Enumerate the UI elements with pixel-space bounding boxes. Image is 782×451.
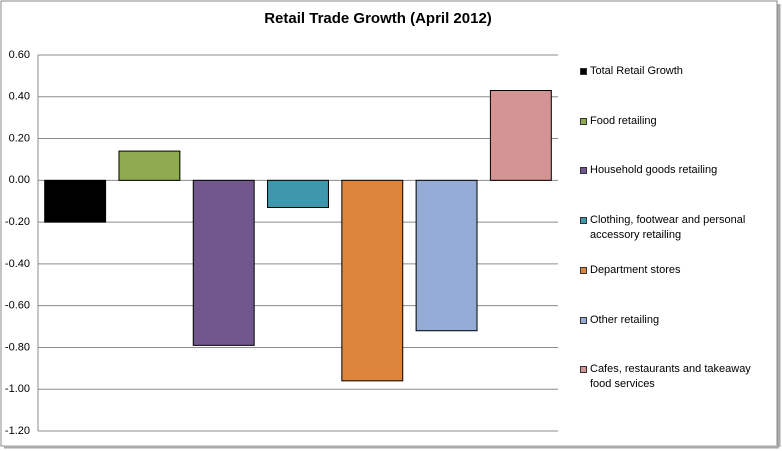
legend-swatch [580,117,587,125]
y-tick-label: -0.60 [5,300,30,312]
legend-item: Total Retail Growth [578,64,768,79]
y-tick-label: 0.40 [9,91,30,103]
legend-label: Cafes, restaurants and takeaway food ser… [590,363,751,391]
legend-swatch [580,366,587,374]
y-tick-label: -0.20 [5,216,30,228]
bar [415,179,478,332]
y-tick-label: 0.60 [9,49,30,61]
bar [44,179,107,223]
legend-item: Clothing, footwear and personal accessor… [578,213,768,243]
chart-title: Retail Trade Growth (April 2012) [264,10,492,27]
legend-label: Other retailing [590,313,660,326]
legend-item: Food retailing [578,114,768,129]
bar [118,150,181,181]
legend-swatch [580,266,587,274]
legend-item: Other retailing [578,313,768,328]
legend-label: Total Retail Growth [590,65,683,77]
y-tick-label: -0.80 [5,341,30,353]
legend-swatch [580,167,587,175]
legend-item: Cafes, restaurants and takeaway food ser… [578,362,768,392]
bar [489,90,552,181]
y-tick-label: 0.00 [9,174,30,186]
y-tick-label: -0.40 [5,258,30,270]
bar [267,179,329,208]
legend-label: Food retailing [590,114,657,127]
legend-swatch [580,68,587,75]
legend-label: Department stores [590,263,681,276]
legend-label: Clothing, footwear and personal accessor… [590,214,746,242]
y-tick-label: -1.00 [5,383,30,395]
legend-swatch [580,316,587,324]
y-tick-label: -1.20 [5,425,30,437]
legend-item: Department stores [578,263,768,278]
legend-item: Household goods retailing [578,163,768,178]
bar [341,179,404,382]
legend-swatch [580,217,587,225]
legend-label: Household goods retailing [590,164,718,177]
bar [192,179,255,346]
y-tick-label: 0.20 [9,132,30,144]
